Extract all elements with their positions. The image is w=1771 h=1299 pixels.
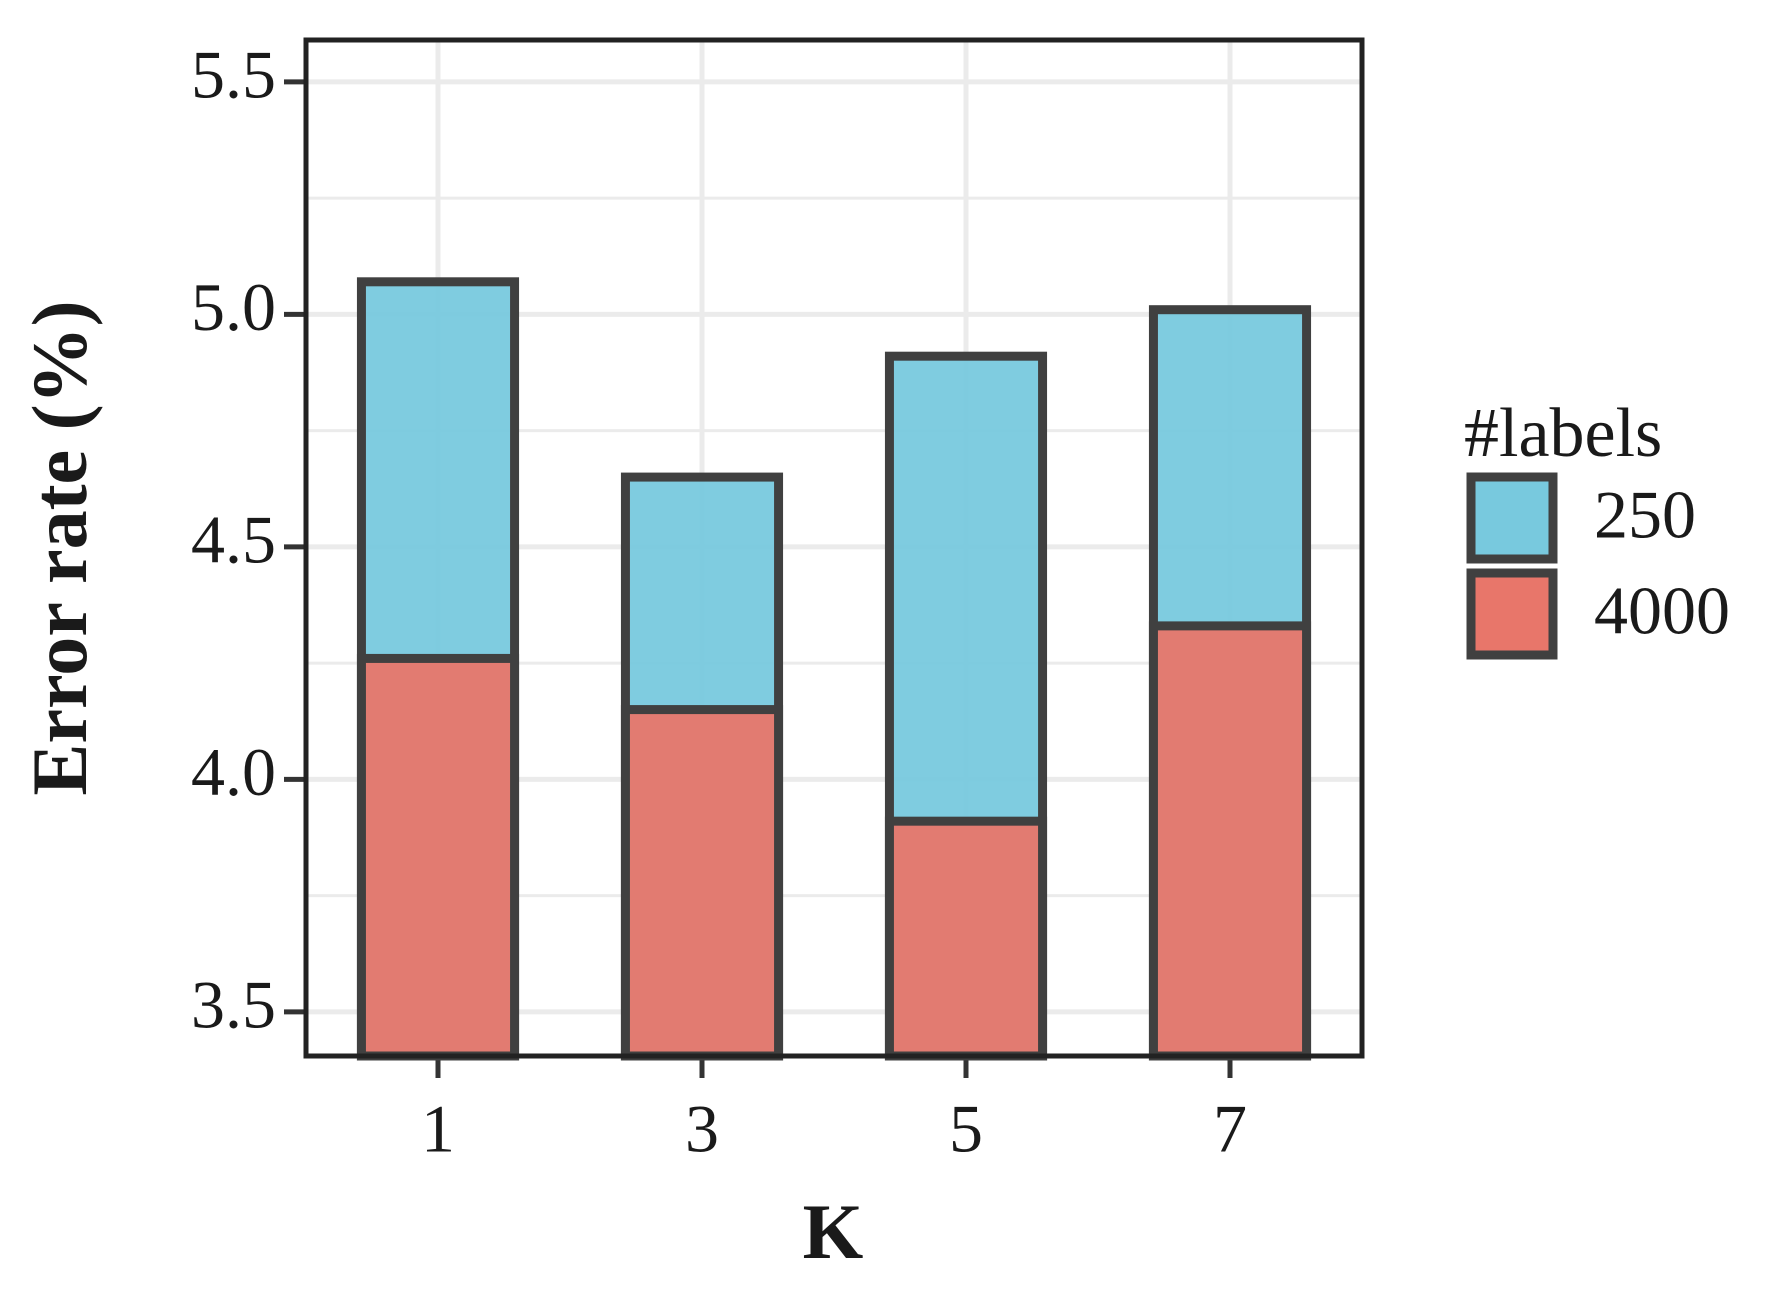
bar: [356, 653, 520, 1061]
x-tick-label: 3: [685, 1091, 719, 1167]
legend-label: 4000: [1594, 573, 1730, 649]
legend-key: [1466, 472, 1558, 564]
x-tick-label: 7: [1213, 1091, 1247, 1167]
y-tick-label: 4.0: [191, 734, 276, 810]
y-tick-label: 4.5: [191, 501, 276, 577]
y-tick-label: 5.5: [191, 36, 276, 112]
plot-border: [303, 37, 1365, 1059]
x-axis-title: K: [803, 1188, 864, 1275]
y-axis-title: Error rate (%): [16, 300, 103, 795]
bar: [1148, 621, 1312, 1061]
y-tick-label: 3.5: [191, 966, 276, 1042]
legend-key: [1466, 568, 1558, 660]
bar: [884, 816, 1048, 1061]
bar: [620, 705, 784, 1061]
y-tick-label: 5.0: [191, 269, 276, 345]
legend-label: 250: [1594, 477, 1696, 553]
x-tick-label: 1: [421, 1091, 455, 1167]
x-tick-label: 5: [949, 1091, 983, 1167]
legend-title: #labels: [1464, 395, 1662, 472]
